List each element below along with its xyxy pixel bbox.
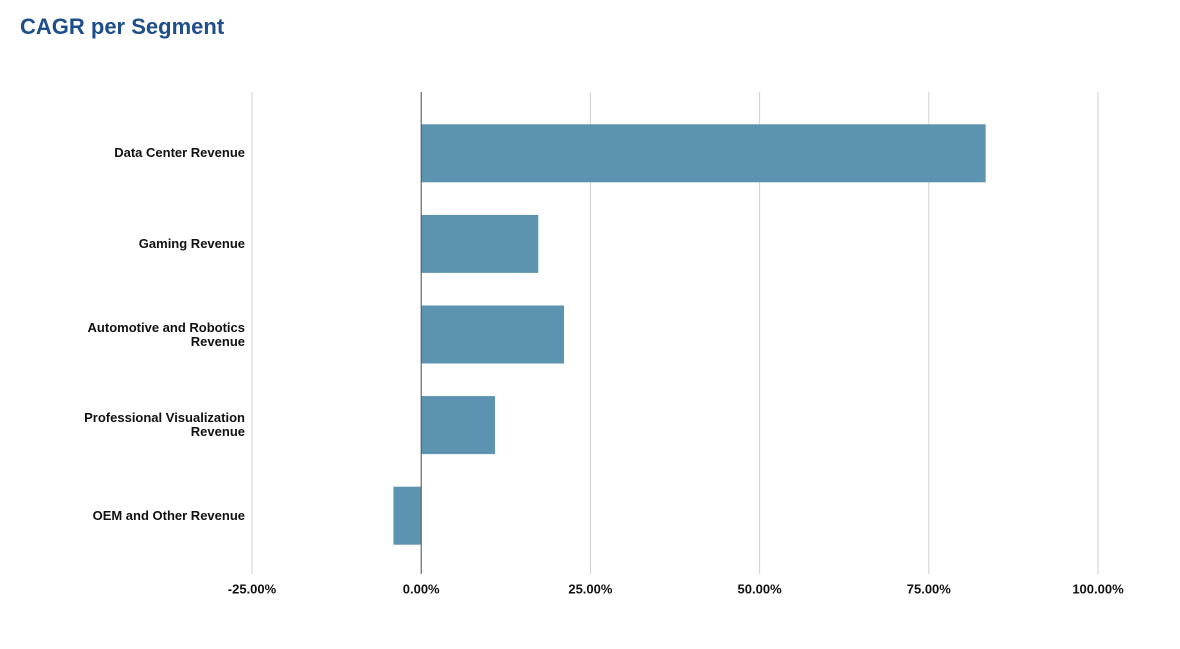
- y-tick-label: Data Center Revenue: [114, 145, 245, 161]
- chart-title: CAGR per Segment: [20, 14, 225, 39]
- y-tick-label: Automotive and Robotics Revenue: [87, 319, 245, 349]
- bar: [421, 305, 565, 364]
- x-tick-label: 50.00%: [738, 581, 783, 596]
- bar: [421, 214, 539, 273]
- bar: [421, 124, 986, 183]
- y-tick-label: Gaming Revenue: [138, 235, 245, 251]
- x-tick-label: 0.00%: [403, 581, 440, 596]
- x-tick-label: 75.00%: [907, 581, 952, 596]
- y-tick-label: Professional Visualization Revenue: [84, 410, 245, 440]
- bar: [421, 396, 495, 455]
- x-tick-label: 25.00%: [568, 581, 613, 596]
- bar: [393, 486, 422, 545]
- y-tick-label: OEM and Other Revenue: [92, 507, 245, 523]
- x-tick-label: 100.00%: [1072, 581, 1124, 596]
- x-tick-label: -25.00%: [228, 581, 277, 596]
